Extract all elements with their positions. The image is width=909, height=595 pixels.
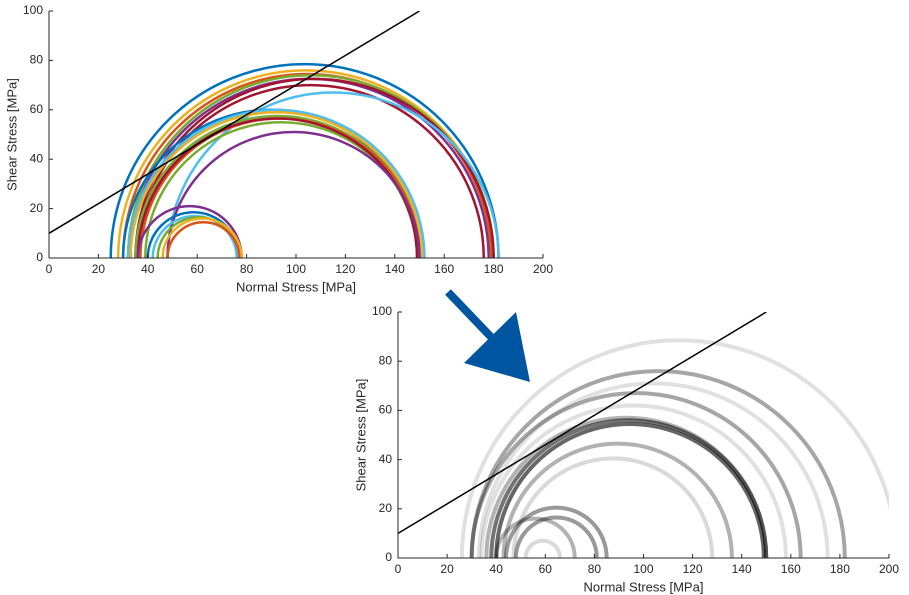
mohr-circle [477,381,830,558]
arrow-shaft [445,289,495,341]
mohr-circle [511,456,715,558]
x-tick-label: 100 [286,262,306,276]
x-tick-label: 120 [335,262,355,276]
chart: 0 20 40 60 80 100 120 140 160 180 200 0 20 40 60 80 100 N… [353,304,899,594]
mohr-circle [136,204,243,258]
y-tick-label: 0 [385,550,392,564]
y-tick-label: 0 [36,250,43,264]
y-tick-label: 60 [379,403,393,417]
mohr-circle [109,62,500,258]
mohr-circle [151,214,238,258]
mohr-circle [121,72,493,258]
mohr-circle [126,74,495,258]
y-tick-label: 40 [30,151,44,165]
mohr-circle [469,369,847,558]
mohr-circle [126,108,426,258]
y-tick-label: 100 [372,304,392,318]
mohr-circle [489,418,769,558]
mohr-circle [523,538,563,558]
mohr-circle [501,442,734,558]
x-tick-label: 160 [781,562,801,576]
mohr-circle [469,391,803,558]
x-tick-label: 0 [395,562,402,576]
x-tick-label: 120 [683,562,703,576]
mohr-circle [513,515,599,558]
mohr-circle [166,130,421,258]
x-axis-label: Normal Stress [MPa] [236,279,356,294]
x-tick-label: 80 [240,262,254,276]
mohr-circle [166,221,241,258]
y-tick-label: 20 [379,501,393,515]
mohr-circle [459,338,889,558]
y-tick-label: 80 [30,53,44,67]
x-tick-label: 200 [533,262,553,276]
y-axis-label: Shear Stress [MPa] [4,78,19,191]
x-tick-label: 80 [588,562,602,576]
x-tick-label: 40 [141,262,155,276]
y-tick-label: 80 [379,353,393,367]
mohr-circle [136,83,485,258]
y-tick-label: 60 [30,102,44,116]
mohr-circle [494,422,766,558]
x-tick-label: 160 [434,262,454,276]
y-axis-label: Shear Stress [MPa] [353,379,368,492]
x-tick-label: 60 [191,262,205,276]
x-tick-label: 0 [46,262,53,276]
chart: 0 20 40 60 80 100 120 140 160 180 200 0 20 40 60 80 100 N… [4,3,553,294]
x-axis-label: Normal Stress [MPa] [584,579,704,594]
x-tick-label: 180 [484,262,504,276]
plot-area [398,312,889,558]
x-tick-label: 140 [732,562,752,576]
x-tick-label: 200 [879,562,899,576]
x-tick-label: 60 [539,562,553,576]
x-tick-label: 20 [440,562,454,576]
x-tick-label: 20 [92,262,106,276]
mohr-circle [504,505,609,558]
x-tick-label: 100 [633,562,653,576]
failure-envelope [49,11,420,234]
x-tick-label: 180 [830,562,850,576]
mohr-circle [479,403,788,558]
arrow [445,289,530,382]
mohr-circle [161,217,243,258]
failure-envelope [398,312,767,535]
mohr-circle [166,91,500,258]
mohr-circle [129,111,424,258]
arrow-head [464,312,530,382]
y-tick-label: 100 [23,3,43,17]
plot-area [49,11,500,258]
mohr-circle [134,77,495,258]
y-tick-label: 20 [30,201,44,215]
x-tick-label: 140 [385,262,405,276]
mohr-circle [494,516,577,558]
y-tick-label: 40 [379,452,393,466]
x-tick-label: 40 [490,562,504,576]
